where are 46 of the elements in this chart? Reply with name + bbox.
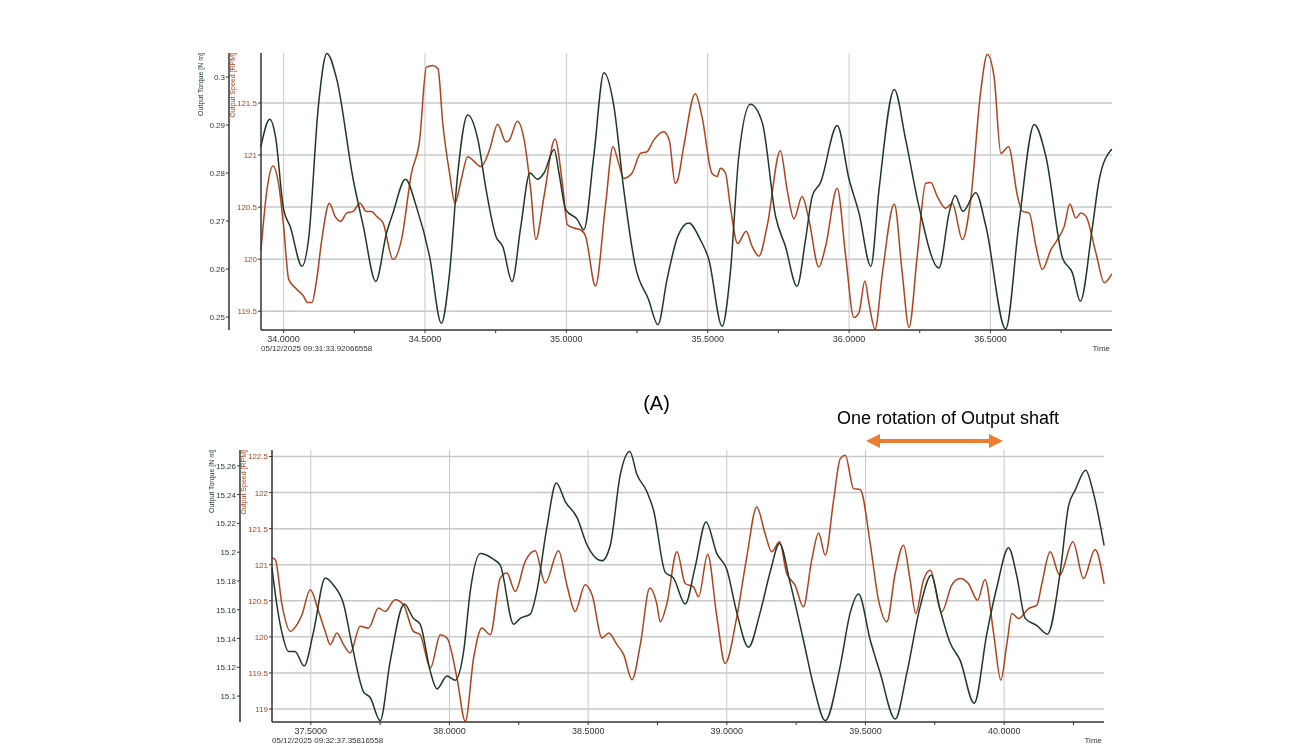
y-tick-label: 15.12 [215,663,237,673]
y2-tick-label: 119 [255,705,269,715]
x-tick-label: 39.0000 [710,726,744,736]
text: 05/12/2025 09:31:33.92066558 [261,344,373,353]
x-tick-label: 34.5000 [408,334,442,344]
y-tick-label: 0.29 [209,121,226,131]
y2-tick-label: 120 [243,255,258,265]
x-axis-title: Time [1084,736,1103,745]
x-tick-label: 34.0000 [267,334,300,344]
y-tick-label: 15.1 [220,692,237,702]
x-tick-label: 38.0000 [433,726,466,736]
y-tick-label: 15.14 [215,634,237,644]
text: One rotation of Output shaft [836,408,1060,428]
y-tick-label: 15.18 [215,576,237,586]
y2-tick-label: 120.5 [236,203,258,213]
y-tick-label: 0.27 [209,217,226,227]
y2-tick-label: 119.5 [237,307,258,317]
y2-tick-label: 122.5 [247,452,269,462]
y2-tick-label: 122 [254,488,269,498]
x-tick-label: 38.5000 [571,726,605,736]
x-tick-label: 36.5000 [974,334,1007,344]
y-tick-label: 15.22 [215,519,237,529]
y-tick-label: 0.25 [209,313,226,323]
text: 05/12/2025 09:32:37.35816558 [272,736,384,745]
y-tick-label: 15.16 [215,605,237,615]
y2-tick-label: 120.5 [247,596,269,606]
x-tick-label: 36.0000 [832,334,866,344]
y-tick-label: 15.2 [220,548,237,558]
y2-tick-label: 119.5 [248,668,269,678]
y2-tick-label: 120 [254,632,269,642]
y-tick-label: 15.24 [215,490,237,500]
y-tick-label: 15.26 [215,461,237,471]
y-tick-label: 0.28 [209,169,226,179]
x-tick-label: 35.0000 [550,334,583,344]
x-tick-label: 35.5000 [691,334,724,344]
y2-tick-label: 121 [243,151,258,161]
y2-tick-label: 121.5 [247,524,269,534]
text: (A) [643,392,670,414]
y2-tick-label: 121 [254,560,269,570]
y-tick-label: 0.3 [213,73,226,82]
x-tick-label: 37.5000 [294,726,328,736]
x-axis-title: Time [1092,344,1111,353]
y2-tick-label: 121.5 [236,98,258,108]
x-tick-label: 39.5000 [849,726,882,736]
y-tick-label: 0.26 [209,265,226,275]
x-tick-label: 40.0000 [987,726,1021,736]
